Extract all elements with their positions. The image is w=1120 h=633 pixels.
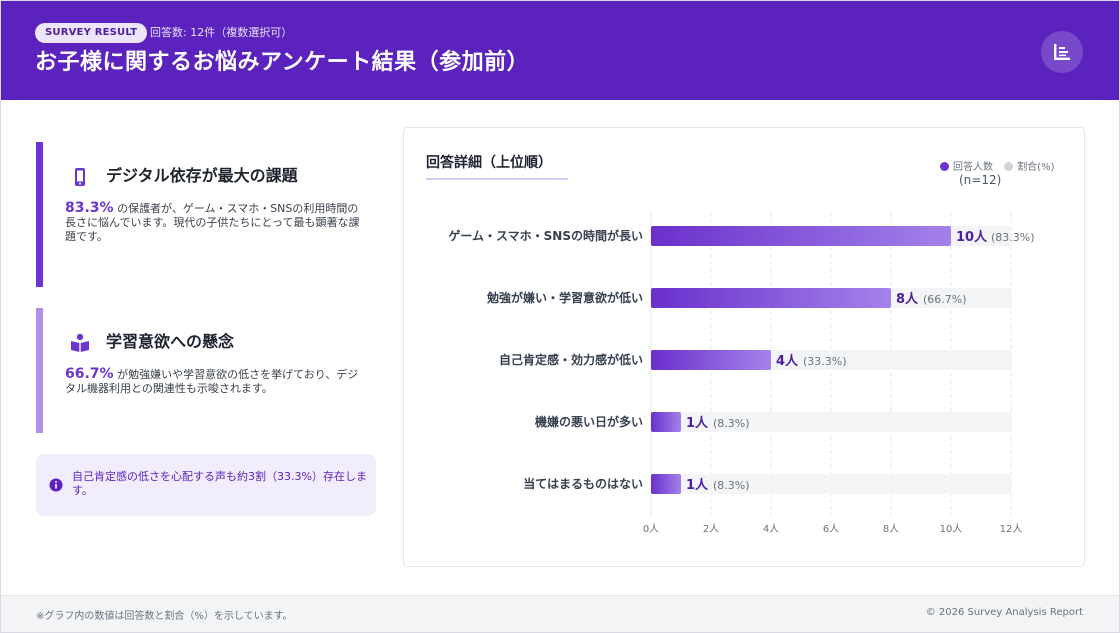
- bar-track: [651, 412, 1011, 432]
- insight-percentage: 66.7%: [65, 366, 114, 382]
- insight-description: の保護者が、ゲーム・スマホ・SNSの利用時間の長さに悩んでいます。現代の子供たち…: [65, 202, 360, 243]
- percentage-label: (83.3%): [991, 231, 1035, 244]
- x-tick-label: 10人: [940, 523, 963, 535]
- value-label: 1人: [686, 477, 709, 493]
- survey-result-badge: SURVEY RESULT: [35, 23, 148, 43]
- response-count: 回答数: 12件（複数選択可）: [150, 26, 293, 39]
- x-tick-label: 2人: [703, 523, 719, 535]
- legend-item-pct: 割合(%): [1004, 158, 1055, 173]
- insight-text: 66.7% が勉強嫌いや学習意欲の低さを挙げており、デジタル機器利用との関連性も…: [65, 367, 365, 396]
- chart-title-underline: [426, 178, 568, 180]
- chart-title: 回答詳細（上位順）: [426, 155, 552, 171]
- value-label: 8人: [896, 291, 919, 307]
- bar: [651, 226, 951, 246]
- insight-card-learning: 学習意欲への懸念 66.7% が勉強嫌いや学習意欲の低さを挙げており、デジタル機…: [36, 308, 376, 433]
- header-bar: SURVEY RESULT 回答数: 12件（複数選択可） お子様に関するお悩み…: [1, 1, 1119, 100]
- footer-bar: ※グラフ内の数値は回答数と割合（%）を示しています。 © 2026 Survey…: [1, 595, 1119, 632]
- category-label: 勉強が嫌い・学習意欲が低い: [486, 290, 643, 305]
- legend-label-pct: 割合(%): [1017, 162, 1055, 173]
- value-label: 1人: [686, 415, 709, 431]
- x-tick-label: 6人: [823, 523, 839, 535]
- footer-copyright: © 2026 Survey Analysis Report: [925, 607, 1083, 618]
- sample-size: (n=12): [959, 173, 1002, 187]
- legend-label-count: 回答人数: [953, 162, 993, 173]
- footer-note: ※グラフ内の数値は回答数と割合（%）を示しています。: [36, 611, 293, 622]
- insight-heading: 学習意欲への懸念: [106, 332, 235, 351]
- info-note: 自己肯定感の低さを心配する声も約3割（33.3%）存在します。: [36, 454, 376, 516]
- insight-text: 83.3% の保護者が、ゲーム・スマホ・SNSの利用時間の長さに悩んでいます。現…: [65, 201, 365, 244]
- smartphone-icon: [75, 168, 85, 186]
- page-title: お子様に関するお悩みアンケート結果（参加前）: [35, 50, 530, 75]
- percentage-label: (66.7%): [923, 293, 967, 306]
- percentage-label: (8.3%): [713, 479, 750, 492]
- book-reader-icon: [71, 333, 89, 352]
- value-label: 4人: [776, 353, 799, 369]
- category-label: ゲーム・スマホ・SNSの時間が長い: [448, 228, 643, 243]
- bar: [651, 474, 681, 494]
- category-label: 機嫌の悪い日が多い: [535, 414, 643, 429]
- chart-panel: 回答詳細（上位順） 回答人数 割合(%) (n=12) 0人 2人 4人 6人 8人 10…: [403, 127, 1085, 567]
- bar-track: [651, 474, 1011, 494]
- bar: [651, 412, 681, 432]
- percentage-label: (33.3%): [803, 355, 847, 368]
- insight-heading: デジタル依存が最大の課題: [106, 166, 298, 185]
- legend-item-count: 回答人数: [940, 158, 993, 173]
- value-label: 10人: [956, 229, 988, 245]
- bar: [651, 350, 771, 370]
- chart-legend: 回答人数 割合(%): [940, 158, 1063, 173]
- x-tick-label: 12人: [1000, 523, 1023, 535]
- insight-percentage: 83.3%: [65, 200, 114, 216]
- list-menu-button[interactable]: [1041, 31, 1083, 73]
- insight-card-digital: デジタル依存が最大の課題 83.3% の保護者が、ゲーム・スマホ・SNSの利用時…: [36, 142, 376, 287]
- info-icon: [49, 478, 63, 492]
- insight-description: が勉強嫌いや学習意欲の低さを挙げており、デジタル機器利用との関連性も示唆されます…: [65, 368, 359, 395]
- x-tick-label: 8人: [883, 523, 899, 535]
- category-label: 自己肯定感・効力感が低い: [499, 352, 643, 367]
- info-note-text: 自己肯定感の低さを心配する声も約3割（33.3%）存在します。: [72, 470, 367, 497]
- x-tick-label: 4人: [763, 523, 779, 535]
- bar: [651, 288, 891, 308]
- legend-dot-count: [940, 162, 949, 171]
- legend-dot-pct: [1004, 162, 1014, 171]
- category-label: 当てはまるものはない: [523, 476, 643, 491]
- percentage-label: (8.3%): [713, 417, 750, 430]
- list-icon: [1054, 44, 1070, 60]
- x-tick-label: 0人: [643, 523, 659, 535]
